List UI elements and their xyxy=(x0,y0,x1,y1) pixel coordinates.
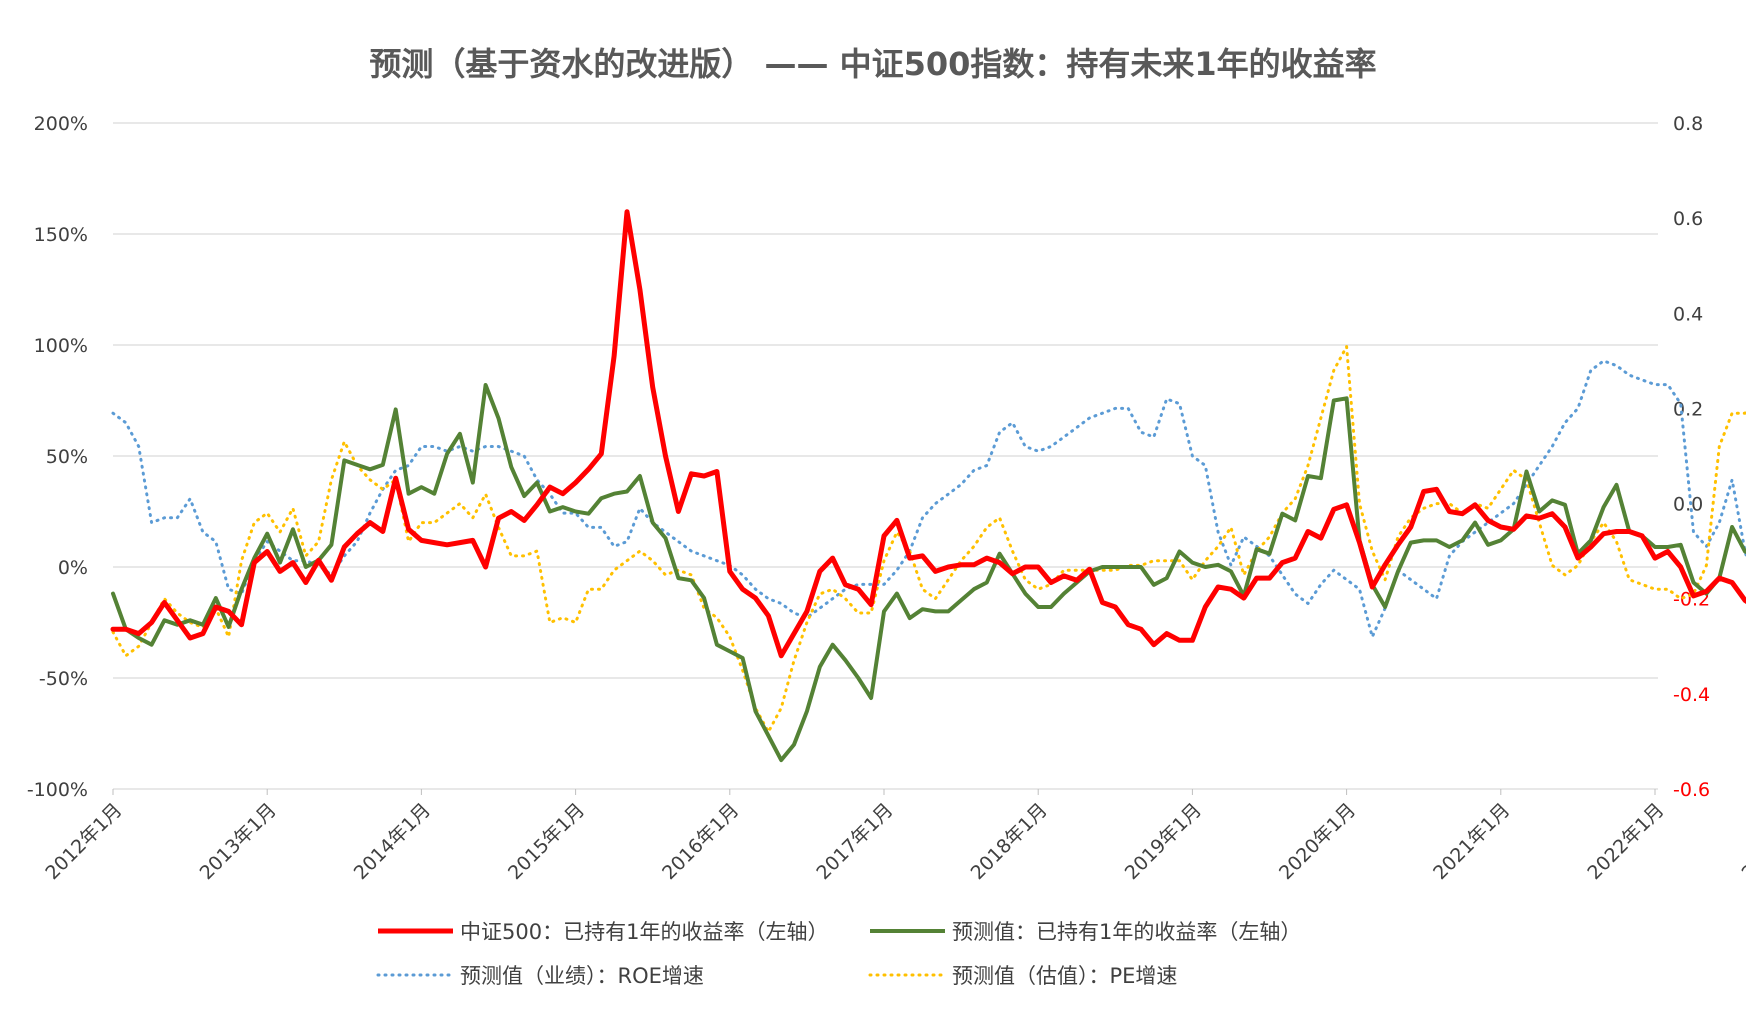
chart-title: 预测（基于资水的改进版） —— 中证500指数：持有未来1年的收益率 xyxy=(369,45,1376,83)
series-lines xyxy=(110,209,1746,763)
left-tick-label: -100% xyxy=(27,779,88,801)
right-tick-label: -0.4 xyxy=(1673,684,1710,706)
left-tick-label: 100% xyxy=(34,335,88,357)
x-tick-label: 2018年1月 xyxy=(967,799,1052,884)
legend-label-3: 预测值（估值）：PE增速 xyxy=(952,964,1177,988)
left-y-axis: -100% -50% 0% 50% 100% 150% 200% xyxy=(27,113,88,801)
series-line-0 xyxy=(110,209,1746,659)
x-tick-label: 2022年1月 xyxy=(1583,799,1668,884)
legend-label-0: 中证500：已持有1年的收益率（左轴） xyxy=(460,920,828,944)
series-line-3 xyxy=(111,345,1746,734)
x-tick-label: 2012年1月 xyxy=(41,799,126,884)
left-tick-label: 200% xyxy=(34,113,88,135)
right-tick-label: -0.6 xyxy=(1673,779,1710,801)
x-tick-label: 2021年1月 xyxy=(1429,799,1514,884)
legend-label-2: 预测值（业绩）：ROE增速 xyxy=(460,964,704,988)
x-axis: 2012年1月 2013年1月 2014年1月 2015年1月 2016年1月 2017年… xyxy=(41,789,1746,884)
x-tick-label: 2019年1月 xyxy=(1121,799,1206,884)
legend-label-1: 预测值：已持有1年的收益率（左轴） xyxy=(952,920,1301,944)
left-tick-label: 150% xyxy=(34,224,88,246)
right-tick-label: 0.0 xyxy=(1673,494,1703,516)
x-tick-label: 2020年1月 xyxy=(1275,799,1360,884)
x-tick-label: 2016年1月 xyxy=(658,799,743,884)
right-tick-label: 0.4 xyxy=(1673,303,1703,325)
legend: 中证500：已持有1年的收益率（左轴） 预测值：已持有1年的收益率（左轴） 预测值（… xyxy=(376,920,1301,988)
x-tick-label: 2014年1月 xyxy=(350,799,435,884)
left-tick-label: 0% xyxy=(58,557,88,579)
x-tick-label: 2023年1月 xyxy=(1738,799,1746,884)
right-tick-label: 0.2 xyxy=(1673,398,1703,420)
right-y-axis: -0.6-0.4-0.20.00.20.40.60.8 xyxy=(1673,113,1710,801)
left-tick-label: 50% xyxy=(46,446,88,468)
x-tick-label: 2015年1月 xyxy=(504,799,589,884)
grid-lines xyxy=(113,122,1658,790)
x-tick-label: 2017年1月 xyxy=(812,799,897,884)
right-tick-label: 0.8 xyxy=(1673,113,1703,135)
x-tick-label: 2013年1月 xyxy=(196,799,281,884)
right-tick-label: 0.6 xyxy=(1673,208,1703,230)
left-tick-label: -50% xyxy=(39,668,88,690)
